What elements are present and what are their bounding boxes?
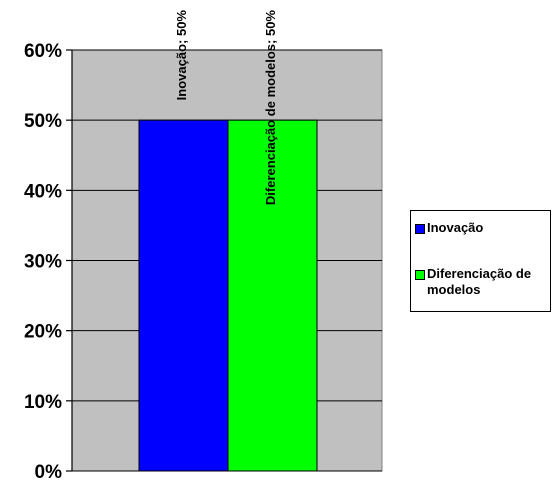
y-tick-label: 60%: [24, 41, 62, 62]
y-tick-label: 50%: [24, 111, 62, 132]
legend-label: Inovação: [427, 220, 484, 235]
y-tick-label: 30%: [24, 252, 62, 273]
y-axis: [66, 49, 73, 472]
bars: [138, 119, 318, 472]
bar: [138, 119, 229, 472]
legend: Inovação Diferenciação de modelos: [410, 210, 551, 312]
data-labels: Inovação; 50% Diferenciação de modelos; 5…: [174, 10, 278, 206]
legend-item-diferenciacao: Diferenciação de modelos: [415, 266, 549, 298]
legend-swatch: [415, 224, 425, 234]
legend-label: Diferenciação de modelos: [427, 266, 532, 297]
bar: [227, 119, 318, 472]
data-label: Inovação; 50%: [174, 10, 189, 101]
legend-item-inovacao: Inovação: [415, 220, 483, 236]
legend-swatch: [415, 270, 425, 280]
y-tick-labels: 0% 10% 20% 30% 40% 50% 60%: [24, 41, 62, 480]
y-tick-label: 40%: [24, 181, 62, 202]
y-tick-label: 10%: [24, 392, 62, 413]
data-label: Diferenciação de modelos; 50%: [263, 10, 278, 206]
y-tick-label: 0%: [35, 462, 63, 480]
y-tick-label: 20%: [24, 322, 62, 343]
